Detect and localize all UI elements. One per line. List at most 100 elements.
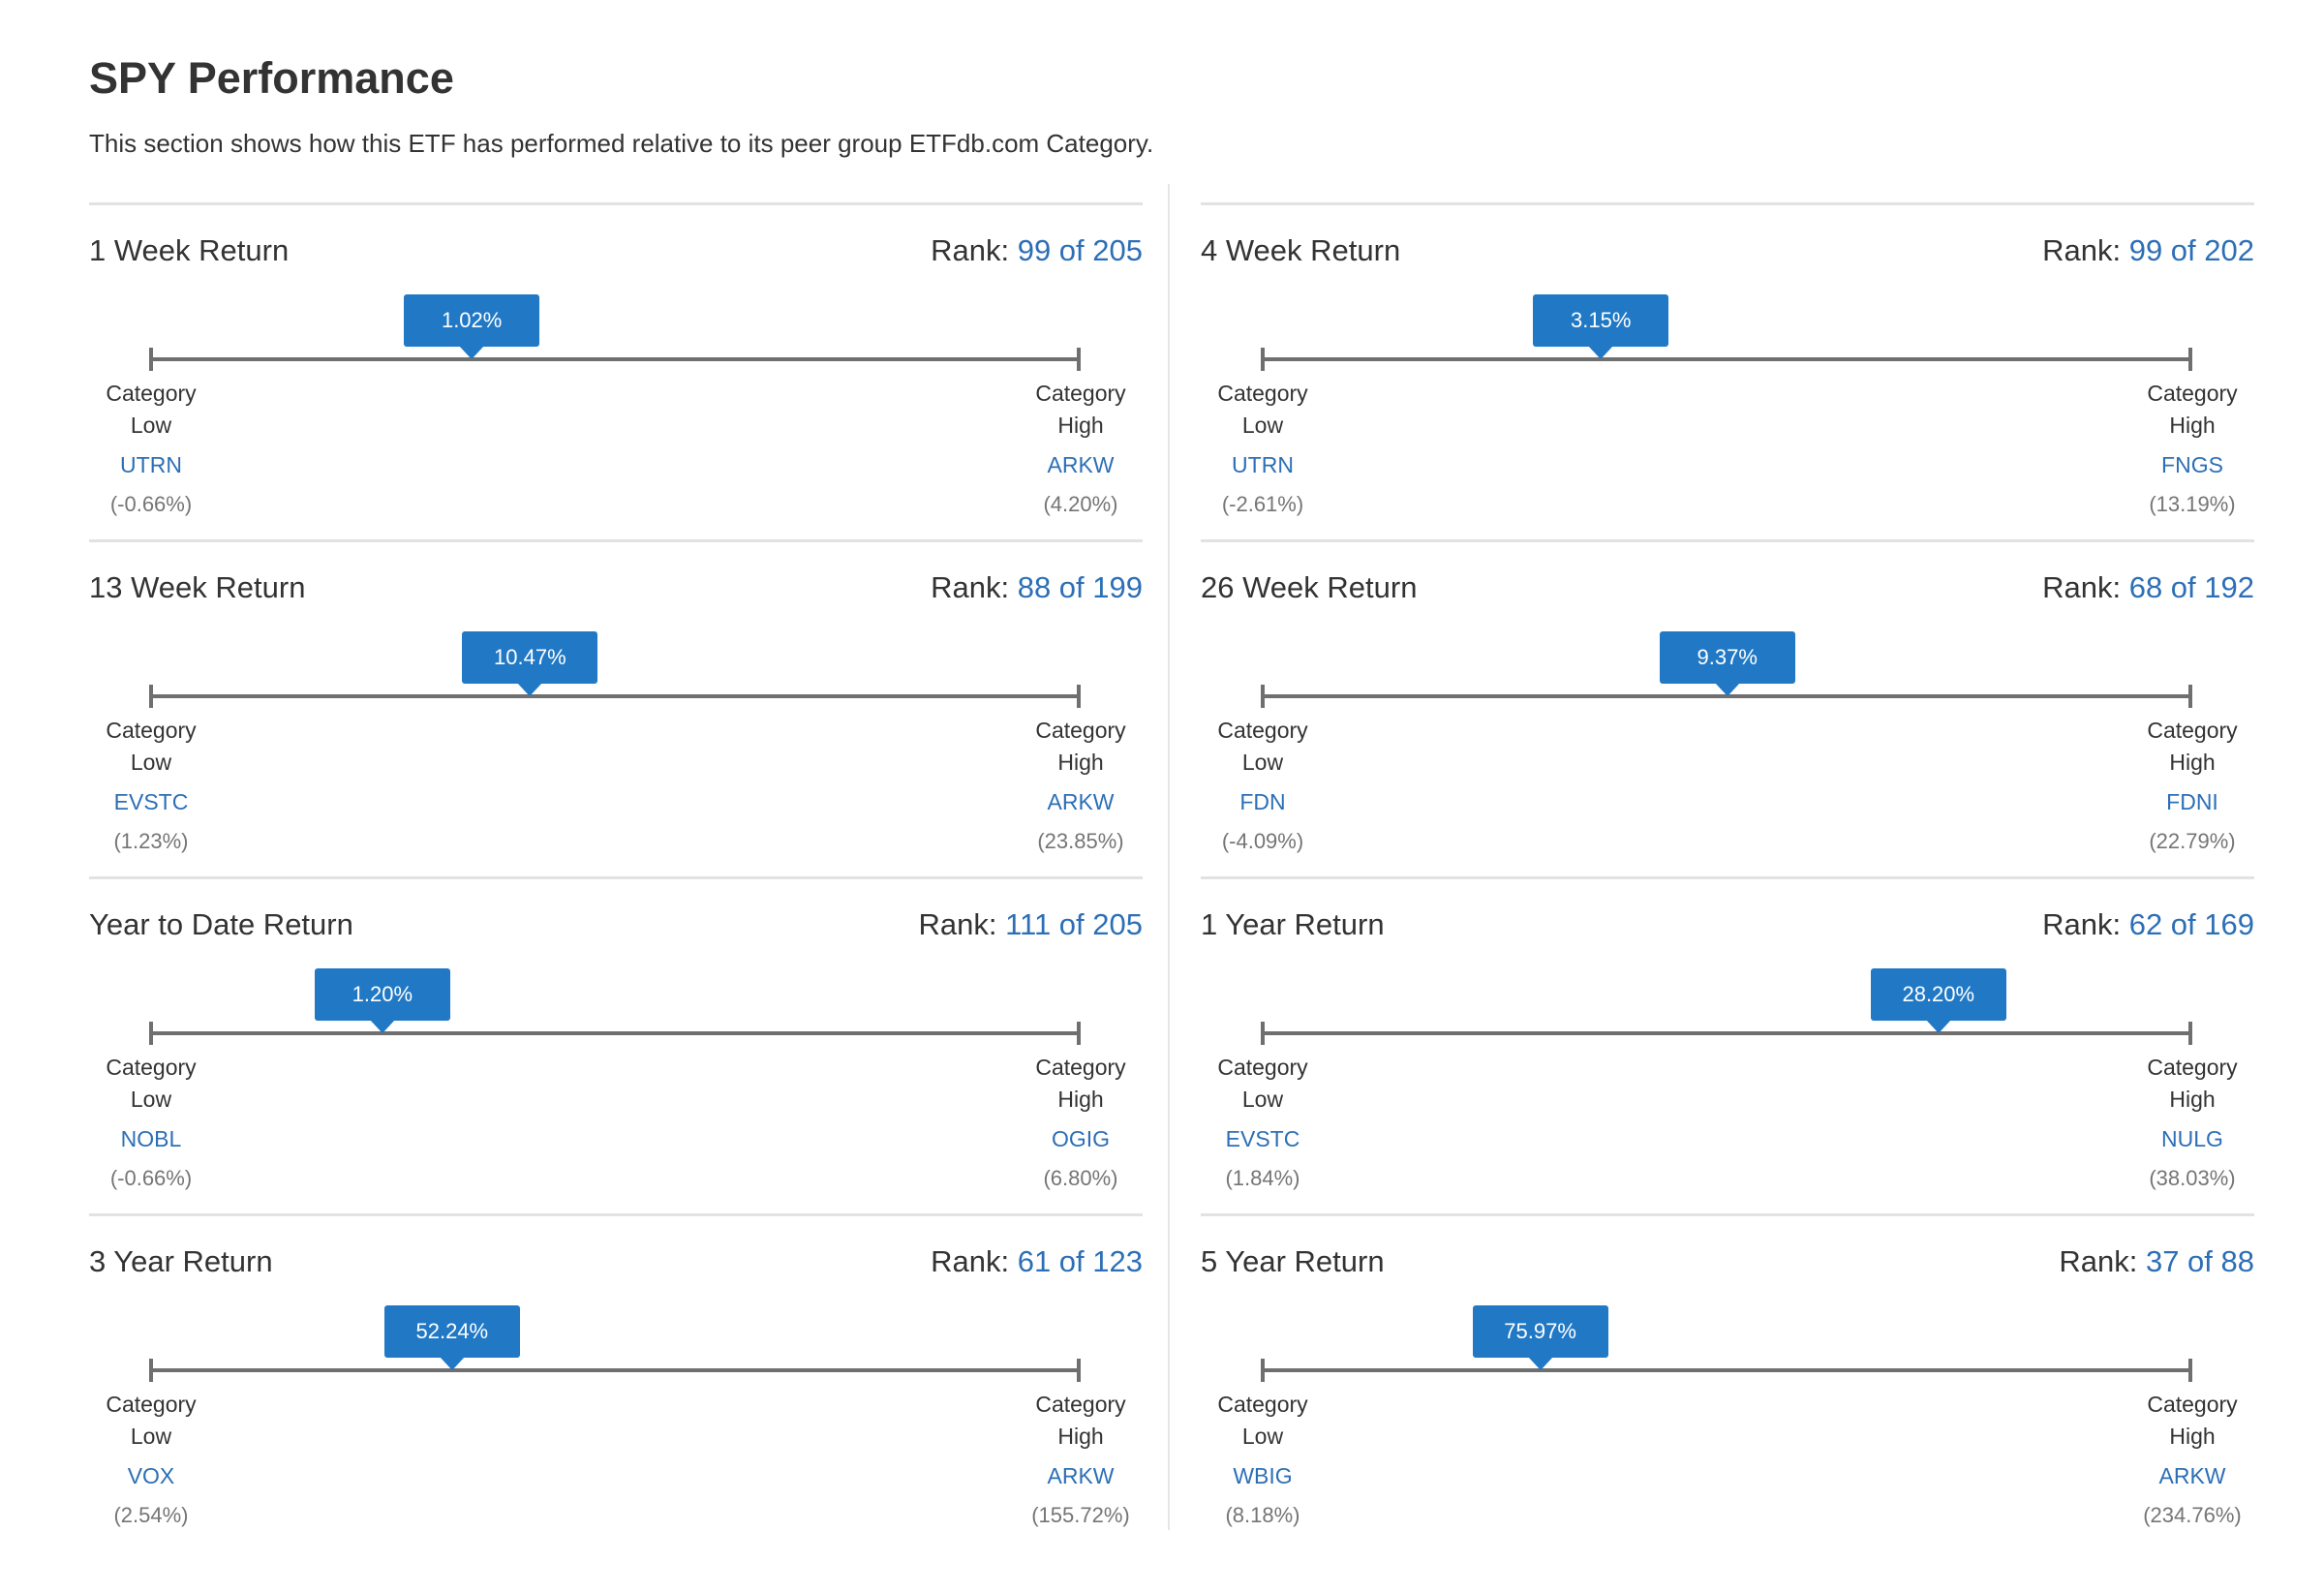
rank: Rank: 99 of 205 [931,230,1143,272]
category-low: Category Low UTRN (-2.61%) [1185,378,1340,520]
performance-block-5-year: 5 Year Return Rank: 37 of 88 75.97% Cate… [1201,1213,2254,1550]
category-low-label: Low [130,413,172,438]
category-low-label: Low [1241,413,1284,438]
block-title: 5 Year Return [1201,1244,1385,1278]
category-high-ticker-link[interactable]: OGIG [1051,1126,1111,1151]
range-axis [1263,1368,2190,1372]
range-tick-high [1077,1022,1081,1045]
category-high-caption: Category [2147,1392,2238,1417]
value-marker-label: 75.97% [1504,1319,1576,1343]
category-high-ticker-link[interactable]: FDNI [2166,789,2218,814]
category-high-label: High [2169,413,2216,438]
category-high-value: (38.03%) [2149,1166,2236,1190]
category-high-caption: Category [1035,718,1126,743]
category-high-label: High [2169,750,2216,775]
category-low-caption: Category [1217,718,1308,743]
range-axis [1263,357,2190,361]
category-high: Category High FNGS (13.19%) [2115,378,2270,520]
range-tick-high [2188,1022,2192,1045]
category-high: Category High NULG (38.03%) [2115,1052,2270,1194]
value-marker-label: 3.15% [1571,308,1632,332]
value-marker-pointer [517,683,543,696]
performance-block-ytd: Year to Date Return Rank: 111 of 205 1.2… [89,876,1143,1213]
block-title: 1 Week Return [89,233,290,267]
category-low-ticker-link[interactable]: EVSTC [1225,1126,1300,1151]
page-title: SPY Performance [89,53,454,103]
category-low-caption: Category [106,381,197,406]
category-low-value: (-4.09%) [1221,829,1304,853]
rank: Rank: 68 of 192 [2042,567,2254,609]
category-low: Category Low FDN (-4.09%) [1185,715,1340,857]
category-low: Category Low EVSTC (1.23%) [74,715,229,857]
value-marker-pointer [1588,346,1614,359]
category-low-label: Low [130,1424,172,1449]
rank-value: 68 of 192 [2128,570,2254,604]
performance-block-1-week: 1 Week Return Rank: 99 of 205 1.02% Cate… [89,202,1143,539]
category-low-ticker-link[interactable]: FDN [1239,789,1286,814]
category-high-caption: Category [2147,381,2238,406]
range-tick-low [149,1359,153,1382]
performance-block-1-year: 1 Year Return Rank: 62 of 169 28.20% Cat… [1201,876,2254,1213]
value-marker-pointer [369,1020,395,1033]
category-low-ticker-link[interactable]: UTRN [120,452,182,477]
category-high-caption: Category [1035,1392,1126,1417]
category-low-ticker-link[interactable]: EVSTC [113,789,189,814]
range-tick-high [2188,348,2192,371]
rank-value: 37 of 88 [2145,1244,2254,1278]
range-tick-high [1077,685,1081,708]
category-low-caption: Category [106,1055,197,1080]
value-marker-pointer [1925,1020,1951,1033]
rank: Rank: 111 of 205 [918,904,1143,946]
range-tick-high [1077,1359,1081,1382]
value-marker: 75.97% [1472,1305,1608,1370]
rank: Rank: 88 of 199 [931,567,1143,609]
performance-block-13-week: 13 Week Return Rank: 88 of 199 10.47% Ca… [89,539,1143,876]
value-marker-label: 52.24% [415,1319,489,1343]
category-low-ticker-link[interactable]: WBIG [1233,1463,1293,1488]
value-marker-label: 10.47% [494,645,566,669]
category-low-ticker-link[interactable]: UTRN [1232,452,1294,477]
rank: Rank: 62 of 169 [2042,904,2254,946]
rank-value: 62 of 169 [2128,907,2254,941]
range-axis [1263,1031,2190,1035]
category-high-ticker-link[interactable]: ARKW [1047,452,1115,477]
category-high: Category High ARKW (23.85%) [1003,715,1158,857]
column-divider [1168,184,1170,1530]
range-tick-low [1261,1359,1265,1382]
rank: Rank: 99 of 202 [2042,230,2254,272]
range-tick-low [149,348,153,371]
category-high-value: (155.72%) [1031,1503,1130,1527]
range-tick-high [1077,348,1081,371]
category-low-value: (8.18%) [1225,1503,1300,1527]
category-high: Category High ARKW (234.76%) [2115,1389,2270,1531]
category-low-ticker-link[interactable]: VOX [127,1463,175,1488]
rank-prefix: Rank: [2042,233,2122,267]
category-high-label: High [2169,1424,2216,1449]
category-low-value: (2.54%) [113,1503,189,1527]
category-low: Category Low NOBL (-0.66%) [74,1052,229,1194]
category-high-value: (6.80%) [1043,1166,1118,1190]
category-low-ticker-link[interactable]: NOBL [120,1126,182,1151]
rank-prefix: Rank: [2042,907,2122,941]
category-low-value: (-0.66%) [109,1166,193,1190]
category-high-caption: Category [2147,718,2238,743]
category-low-caption: Category [106,1392,197,1417]
category-low-label: Low [130,1087,172,1112]
category-high-ticker-link[interactable]: ARKW [1047,1463,1115,1488]
value-marker: 52.24% [383,1305,520,1370]
performance-block-4-week: 4 Week Return Rank: 99 of 202 3.15% Cate… [1201,202,2254,539]
category-low: Category Low UTRN (-0.66%) [74,378,229,520]
category-high-ticker-link[interactable]: ARKW [2158,1463,2226,1488]
category-high-ticker-link[interactable]: FNGS [2161,452,2223,477]
category-low-caption: Category [1217,381,1308,406]
category-low-value: (1.23%) [113,829,189,853]
category-low-label: Low [130,750,172,775]
category-high-ticker-link[interactable]: ARKW [1047,789,1115,814]
category-low-caption: Category [106,718,197,743]
value-marker-label: 28.20% [1902,982,1975,1006]
category-high-ticker-link[interactable]: NULG [2161,1126,2223,1151]
range-tick-high [2188,1359,2192,1382]
rank-value: 99 of 205 [1017,233,1143,267]
category-high-caption: Category [2147,1055,2238,1080]
category-low: Category Low VOX (2.54%) [74,1389,229,1531]
